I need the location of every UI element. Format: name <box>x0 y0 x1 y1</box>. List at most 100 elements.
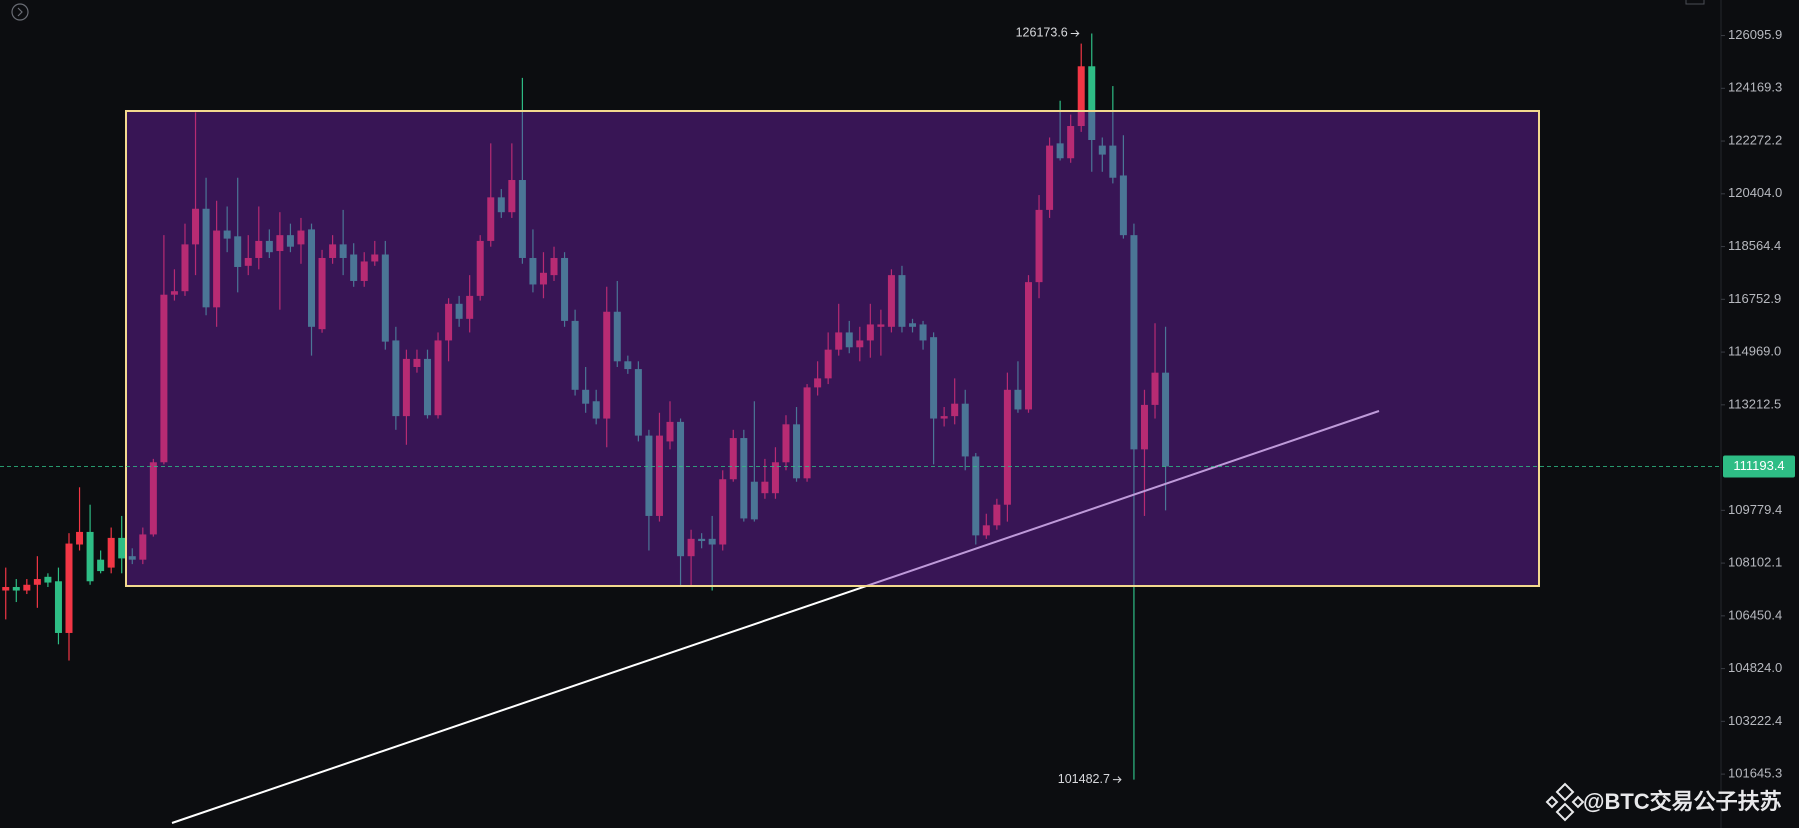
candle-body <box>982 525 990 536</box>
candle-body <box>1003 389 1011 505</box>
trend-line <box>171 410 1380 824</box>
candle-body <box>539 272 547 285</box>
candle-body <box>255 240 263 258</box>
candle-body <box>687 538 695 557</box>
candle-body <box>44 576 52 583</box>
candle-body <box>835 332 843 350</box>
candle-body <box>139 534 147 560</box>
candle-body <box>582 389 590 404</box>
candle-body <box>1162 372 1170 467</box>
candle-body <box>244 257 252 266</box>
candle-body <box>793 424 801 479</box>
candle-body <box>634 369 642 436</box>
candle-body <box>624 361 632 370</box>
candle-body <box>413 358 421 367</box>
candle-body <box>1109 145 1117 178</box>
candle-body <box>434 340 442 416</box>
candle-body <box>645 435 653 516</box>
candle-body <box>961 403 969 457</box>
candle-body <box>1140 404 1148 450</box>
y-tick-label: 120404.0 <box>1728 185 1782 200</box>
candle-body <box>118 537 126 559</box>
max-price-label: 126173.6 <box>1016 26 1068 40</box>
candle-body <box>213 230 221 308</box>
candle-body <box>265 240 273 253</box>
candle-body <box>877 324 885 327</box>
candle-body <box>65 543 73 633</box>
candle-body <box>54 581 62 633</box>
candle-body <box>1035 209 1043 283</box>
candle-body <box>972 456 980 536</box>
overlay: 126095.9 124169.3 122272.2 120404.0 118564.4… <box>0 26 1795 786</box>
candle-body <box>655 435 663 516</box>
candle-body <box>1098 145 1106 155</box>
candle-body <box>192 208 200 245</box>
candle-body <box>571 320 579 390</box>
candle-body <box>603 311 611 419</box>
candle-body <box>518 180 526 258</box>
candle-body <box>550 257 558 276</box>
candle-body <box>381 254 389 342</box>
y-tick-label: 116752.9 <box>1728 291 1781 306</box>
candle-body <box>23 584 31 591</box>
candle-body <box>592 401 600 419</box>
candle-body <box>930 337 938 419</box>
watermark-logo <box>1545 782 1585 822</box>
max-price-label-arrow <box>1070 30 1080 37</box>
y-tick-label: 113212.5 <box>1728 396 1781 411</box>
candle-body <box>33 579 41 585</box>
candle-body <box>1056 143 1064 159</box>
candle-body <box>529 257 537 285</box>
candle-body <box>223 230 231 239</box>
candle-body <box>329 244 337 258</box>
y-tick-label: 114969.0 <box>1728 344 1781 359</box>
candle-body <box>350 254 358 281</box>
candle-body <box>919 324 927 341</box>
candle-body <box>170 291 178 295</box>
candle-body <box>318 257 326 330</box>
candle-body <box>128 556 136 560</box>
candle-body <box>1046 145 1054 210</box>
y-tick-label: 109779.4 <box>1728 502 1782 517</box>
y-tick-label: 101645.3 <box>1728 766 1782 781</box>
y-tick-label: 122272.2 <box>1728 132 1782 147</box>
candle-body <box>276 235 284 252</box>
candle-body <box>1014 389 1022 410</box>
settings-icon-arrow <box>17 7 23 17</box>
last-price-badge <box>1723 455 1795 478</box>
candle-body <box>371 254 379 262</box>
candle-body <box>782 424 790 463</box>
candle-body <box>698 538 706 542</box>
candle-body <box>613 311 621 362</box>
candle-body <box>234 236 242 267</box>
range-box-border <box>125 110 1540 587</box>
candle-body <box>476 240 484 296</box>
candle-body <box>360 261 368 281</box>
y-tick-label: 118564.4 <box>1728 238 1781 253</box>
candle-body <box>803 387 811 479</box>
candle-body <box>719 479 727 545</box>
candle-body <box>181 244 189 292</box>
candle-body <box>824 349 832 379</box>
candle-body <box>445 303 453 341</box>
candle-body <box>845 332 853 348</box>
candle-body <box>866 324 874 341</box>
range-box <box>126 111 1539 586</box>
y-tick-label: 106450.4 <box>1728 607 1782 622</box>
candle-body <box>286 235 294 247</box>
candle-body <box>487 197 495 241</box>
candle-body <box>339 244 347 258</box>
candle-body <box>750 481 758 520</box>
settings-icon[interactable] <box>11 3 29 21</box>
candle-body <box>740 438 748 519</box>
candle-body <box>466 295 474 319</box>
candle-body <box>951 403 959 417</box>
candle-body <box>508 180 516 213</box>
corner-icon[interactable] <box>1685 0 1705 5</box>
candle-body <box>729 438 737 480</box>
candle-body <box>160 294 168 463</box>
candle-body <box>771 462 779 494</box>
candle-body <box>1077 66 1085 127</box>
